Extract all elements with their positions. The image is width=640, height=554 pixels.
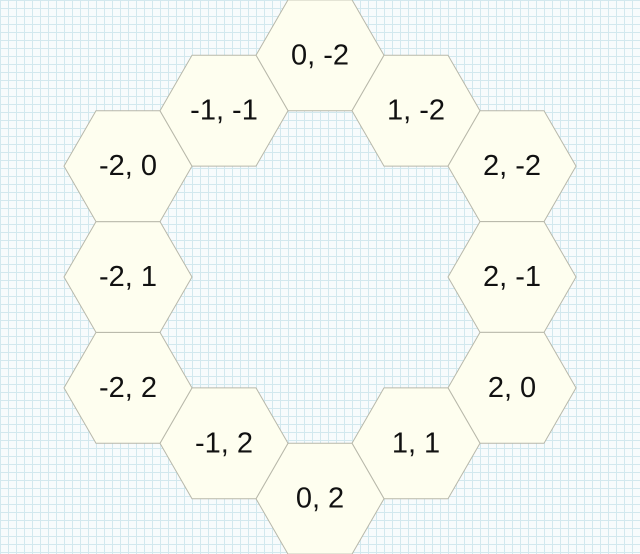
hex-cell: -2, 0 (63, 110, 193, 223)
hex-shape (159, 54, 289, 167)
hex-cell: -1, -1 (159, 54, 289, 167)
hex-cell: -2, 2 (63, 331, 193, 444)
hex-label: 1, 1 (392, 427, 440, 459)
hex-label: -2, 2 (99, 372, 157, 404)
hex-label: 0, 2 (296, 483, 344, 515)
hex-label: -1, 2 (195, 427, 253, 459)
hex-label: 0, -2 (291, 39, 349, 71)
hex-cell: 2, -1 (447, 221, 577, 333)
hex-label: -2, 0 (99, 150, 157, 182)
hex-cell: -2, 1 (63, 221, 193, 333)
hex-label: 2, 0 (488, 372, 536, 404)
hex-label: -1, -1 (190, 95, 258, 127)
hex-label: 1, -2 (387, 95, 445, 127)
hex-label: -2, 1 (99, 261, 157, 293)
hex-label: 2, -2 (483, 150, 541, 182)
hex-cell: 1, 1 (351, 387, 481, 500)
hex-cell: 1, -2 (351, 54, 481, 167)
hex-cell: 2, 0 (447, 331, 577, 444)
hex-cell: -1, 2 (159, 387, 289, 500)
hex-label: 2, -1 (483, 261, 541, 293)
